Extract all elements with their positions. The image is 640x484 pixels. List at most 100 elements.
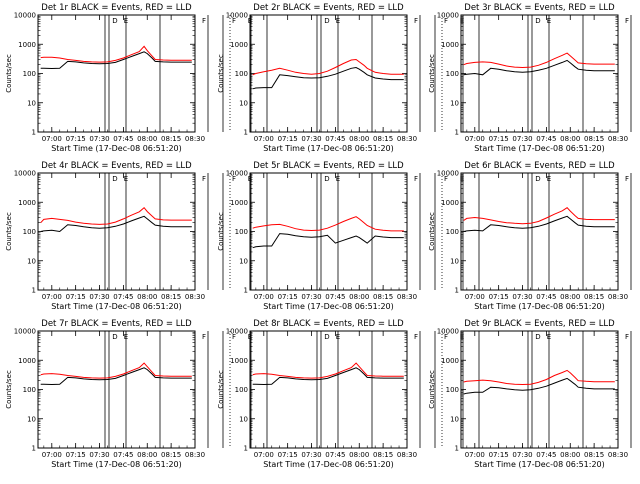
y-tick-label: 100: [23, 228, 36, 236]
event-marker-label: F: [444, 175, 448, 183]
event-marker-label: E: [547, 175, 551, 183]
y-tick-label: 1000: [18, 357, 36, 365]
y-tick-label: 10000: [14, 12, 36, 20]
x-tick-label: 07:15: [66, 451, 86, 459]
y-tick-label: 1000: [18, 41, 36, 49]
x-tick-label: 07:30: [512, 135, 532, 143]
x-tick-label: 08:30: [185, 293, 205, 301]
panel-title: Det 7r BLACK = Events, RED = LLD: [41, 319, 192, 329]
x-tick-label: 08:15: [584, 293, 604, 301]
x-axis-label: Start Time (17-Dec-08 06:51:20): [263, 460, 394, 469]
series-line-events: [40, 215, 192, 233]
y-tick-label: 10000: [226, 12, 248, 20]
x-tick-label: 07:45: [536, 451, 556, 459]
x-tick-label: 08:00: [560, 293, 580, 301]
series-line-lld: [40, 45, 192, 63]
x-tick-label: 08:30: [397, 451, 417, 459]
y-tick-label: 10: [27, 99, 36, 107]
x-tick-label: 07:45: [325, 451, 345, 459]
x-tick-label: 07:30: [89, 135, 109, 143]
plot-frame: [460, 14, 619, 133]
y-axis-label: Counts/sec: [428, 370, 436, 409]
y-tick-label: 100: [235, 228, 248, 236]
event-marker-label: D: [535, 175, 540, 183]
panel-title: Det 2r BLACK = Events, RED = LLD: [253, 3, 404, 13]
detector-panel-7: Det 7r BLACK = Events, RED = LLD Counts/s…: [5, 319, 268, 469]
x-tick-label: 08:15: [161, 135, 181, 143]
x-tick-label: 08:00: [349, 293, 369, 301]
y-tick-label: 10: [27, 415, 36, 423]
x-tick-label: 07:30: [301, 135, 321, 143]
y-tick-label: 100: [446, 70, 459, 78]
event-marker-label: F: [232, 175, 236, 183]
event-marker-label: F: [414, 17, 418, 25]
x-tick-label: 07:15: [278, 451, 298, 459]
plot-frame: [460, 330, 619, 449]
series-line-events: [463, 59, 615, 76]
x-tick-label: 07:00: [254, 135, 274, 143]
x-tick-label: 07:30: [512, 451, 532, 459]
series-line-events: [463, 215, 615, 232]
y-axis-label: Counts/sec: [217, 370, 225, 409]
panel-title: Det 5r BLACK = Events, RED = LLD: [253, 161, 404, 171]
y-axis-label: Counts/sec: [5, 212, 13, 251]
x-tick-label: 07:45: [325, 293, 345, 301]
x-tick-label: 07:15: [66, 135, 86, 143]
detector-panel-6: Det 6r BLACK = Events, RED = LLD Counts/s…: [428, 161, 632, 311]
y-tick-label: 1: [244, 129, 248, 137]
plot-frame: [37, 330, 196, 449]
x-tick-label: 08:15: [373, 293, 393, 301]
event-marker-label: D: [112, 17, 117, 25]
event-marker-label: E: [460, 175, 464, 183]
y-tick-label: 1000: [230, 41, 248, 49]
event-marker-label: F: [444, 17, 448, 25]
y-tick-label: 100: [446, 386, 459, 394]
event-marker-label: E: [460, 17, 464, 25]
y-axis-label: Counts/sec: [217, 54, 225, 93]
series-line-lld: [463, 207, 615, 225]
event-marker-label: F: [202, 17, 206, 25]
event-marker-label: E: [547, 17, 551, 25]
event-marker-label: F: [202, 333, 206, 341]
event-marker-label: F: [414, 333, 418, 341]
y-tick-label: 1: [455, 287, 459, 295]
detector-panel-5: Det 5r BLACK = Events, RED = LLD Counts/s…: [217, 161, 480, 311]
event-marker-label: F: [444, 333, 448, 341]
event-marker-label: E: [460, 333, 464, 341]
y-tick-label: 10: [450, 415, 459, 423]
series-line-lld: [252, 362, 404, 379]
event-marker-label: F: [625, 17, 629, 25]
series-line-lld: [463, 369, 615, 386]
series-line-lld: [40, 362, 192, 379]
x-tick-label: 07:15: [278, 135, 298, 143]
y-tick-label: 10000: [226, 328, 248, 336]
x-tick-label: 07:45: [536, 135, 556, 143]
y-axis-label: Counts/sec: [428, 212, 436, 251]
plot-frame: [37, 14, 196, 133]
y-tick-label: 100: [23, 70, 36, 78]
series-line-lld: [252, 216, 404, 232]
x-tick-label: 07:00: [254, 451, 274, 459]
event-marker-label: F: [625, 333, 629, 341]
event-marker-label: F: [414, 175, 418, 183]
y-tick-label: 10000: [437, 12, 459, 20]
x-axis-label: Start Time (17-Dec-08 06:51:20): [263, 144, 394, 153]
detector-panel-3: Det 3r BLACK = Events, RED = LLD Counts/s…: [428, 3, 632, 153]
x-tick-label: 07:15: [489, 451, 509, 459]
detector-panel-4: Det 4r BLACK = Events, RED = LLD Counts/s…: [5, 161, 268, 311]
x-tick-label: 07:30: [512, 293, 532, 301]
x-tick-label: 07:45: [113, 135, 133, 143]
x-tick-label: 07:15: [66, 293, 86, 301]
x-tick-label: 07:00: [42, 293, 62, 301]
x-tick-label: 08:00: [560, 135, 580, 143]
detector-panel-2: Det 2r BLACK = Events, RED = LLD Counts/s…: [217, 3, 480, 153]
series-line-events: [252, 367, 404, 386]
panel-title: Det 1r BLACK = Events, RED = LLD: [41, 3, 192, 13]
y-tick-label: 1000: [230, 357, 248, 365]
y-tick-label: 100: [235, 386, 248, 394]
y-tick-label: 10: [27, 257, 36, 265]
y-tick-label: 10000: [437, 170, 459, 178]
x-tick-label: 08:30: [185, 135, 205, 143]
event-marker-label: F: [625, 175, 629, 183]
detector-panel-8: Det 8r BLACK = Events, RED = LLD Counts/s…: [217, 319, 480, 469]
